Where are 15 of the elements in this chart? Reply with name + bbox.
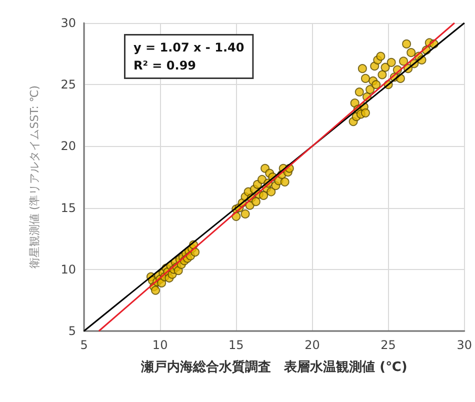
y-tick-label: 25 xyxy=(60,78,76,92)
y-tick-label: 30 xyxy=(60,16,76,30)
y-tick-label: 20 xyxy=(60,139,76,154)
x-tick-label: 30 xyxy=(456,338,472,352)
y-tick-label: 15 xyxy=(60,200,76,215)
x-tick-label: 10 xyxy=(152,338,168,352)
y-axis-title: 衛星観測値 (準リアルタイムSST: ℃) xyxy=(28,85,41,269)
y-tick-label: 5 xyxy=(68,324,76,338)
annotation: y = 1.07 x - 1.40 R² = 0.99 xyxy=(134,40,244,72)
y-tick-label: 10 xyxy=(60,262,76,276)
x-axis-title: 瀬戸内海総合水質調査 表層水温観測値 (℃) xyxy=(140,359,408,375)
x-tick-label: 15 xyxy=(228,338,244,352)
x-tick-label: 20 xyxy=(304,338,320,352)
x-tick-label: 5 xyxy=(80,338,88,352)
x-tick-label: 25 xyxy=(380,338,396,352)
